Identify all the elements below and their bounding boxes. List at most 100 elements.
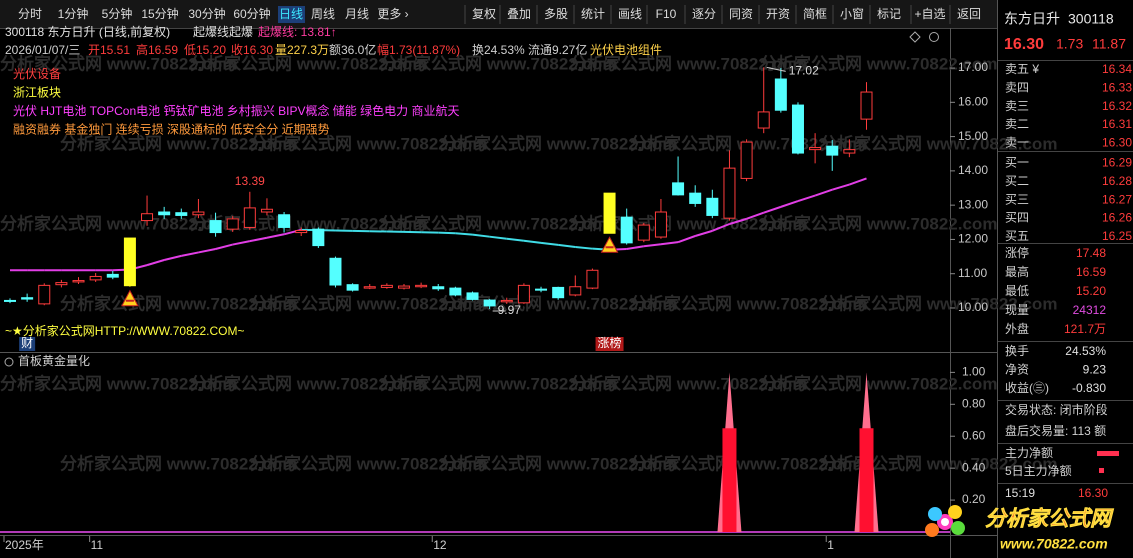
candle-body xyxy=(295,230,308,234)
candle-body xyxy=(209,220,222,234)
flow-label: 5日主力净额 xyxy=(1005,464,1072,478)
candle-body xyxy=(175,212,188,216)
watermark: 分析家公式网 www.70822.com xyxy=(820,453,1057,473)
candle-body xyxy=(500,299,513,303)
y-tick-label: 1.00 xyxy=(962,365,986,379)
stat-label: 外盘 xyxy=(1005,321,1029,336)
toolbar-button[interactable]: +自选 xyxy=(914,7,945,21)
toolbar-tab[interactable]: 周线 xyxy=(311,7,335,21)
footer-link: ~★分析家公式网HTTP://WWW.70822.COM~ xyxy=(5,323,244,338)
toolbar-button[interactable]: 标记 xyxy=(877,7,901,21)
toolbar-button[interactable]: 画线 xyxy=(618,7,642,21)
quote-text: 量227.3万 xyxy=(275,43,329,57)
watermark: 分析家公式网 www.70822.com xyxy=(630,293,867,313)
change: 1.73 xyxy=(1056,36,1083,52)
time: 15:19 xyxy=(1005,486,1035,500)
last-price: 16.30 xyxy=(1004,36,1044,53)
candle-body xyxy=(346,284,359,291)
toolbar-tab[interactable]: 15分钟 xyxy=(141,6,178,21)
ratio-value: 9.23 xyxy=(1083,363,1107,377)
toolbar-tab[interactable]: 更多 › xyxy=(377,7,408,21)
candle-body xyxy=(123,237,136,287)
book-label: 卖三 xyxy=(1005,99,1029,113)
header-text: 300118 东方日升 (日线,前复权) xyxy=(5,24,170,39)
candle-body xyxy=(843,149,856,154)
toolbar-tab[interactable]: 月线 xyxy=(345,7,369,21)
candle-body xyxy=(21,297,34,300)
toolbar-button[interactable]: 叠加 xyxy=(507,7,531,21)
toolbar-bg xyxy=(0,0,997,28)
signal-badge-bg xyxy=(595,337,624,351)
watermark: 分析家公式网 www.70822.com xyxy=(0,53,237,73)
ratio-label: 换手 xyxy=(1005,344,1029,358)
toolbar-tab[interactable]: 30分钟 xyxy=(188,6,225,21)
signal-icon xyxy=(121,289,139,307)
ma-segment xyxy=(643,243,662,248)
ma-segment xyxy=(626,245,644,251)
ma-segment xyxy=(763,205,782,214)
candle-body xyxy=(860,91,873,120)
stock-code: 300118 xyxy=(1068,11,1114,27)
logo-url: www.70822.com xyxy=(1000,536,1108,552)
candle-body xyxy=(260,208,273,213)
toolbar-tab[interactable]: 分时 xyxy=(18,7,42,21)
toolbar-tab[interactable]: 60分钟 xyxy=(233,6,270,21)
stat-value: 15.20 xyxy=(1076,284,1106,298)
y-tick-label: 16.00 xyxy=(958,94,988,108)
toolbar-button[interactable]: 逐分 xyxy=(692,7,716,21)
candle-body xyxy=(706,197,719,216)
book-label: 卖一 xyxy=(1005,135,1029,149)
y-tick-label: 0.40 xyxy=(962,460,986,474)
candle-body xyxy=(466,292,479,300)
signal-badge-bg xyxy=(19,337,36,351)
ratio-value: -0.830 xyxy=(1072,381,1106,395)
logo-name: 分析家公式网 xyxy=(985,507,1114,531)
watermark: 分析家公式网 www.70822.com xyxy=(440,133,677,153)
toolbar-tab[interactable]: 日线 xyxy=(279,7,303,21)
pane-title: 首板黄金量化 xyxy=(18,353,90,368)
watermark: 分析家公式网 www.70822.com xyxy=(250,133,487,153)
toolbar-tab[interactable]: 5分钟 xyxy=(102,6,133,21)
toolbar-button[interactable]: 返回 xyxy=(957,7,981,21)
toolbar-button[interactable]: 复权 xyxy=(472,7,496,21)
candle-body xyxy=(89,275,102,281)
signal-bar xyxy=(859,428,874,532)
book-label: 买五 xyxy=(1005,229,1029,243)
toolbar-button[interactable]: 统计 xyxy=(581,7,605,21)
candle-body xyxy=(740,141,753,179)
toolbar-tab[interactable]: 1分钟 xyxy=(58,6,89,21)
y-tick-label: 17.00 xyxy=(958,60,988,74)
ma-segment xyxy=(181,251,199,257)
ma-segment xyxy=(849,177,867,186)
stat-label: 现量 xyxy=(1005,303,1029,317)
candle-body xyxy=(552,286,565,299)
quote-text: 收16.30 xyxy=(231,43,273,57)
toolbar-button[interactable]: 同资 xyxy=(729,7,753,21)
toolbar-button[interactable]: 多股 xyxy=(544,7,568,21)
candle-body xyxy=(483,299,496,307)
stat-value: 17.48 xyxy=(1076,246,1106,260)
concept-tag: 融资融券 基金独门 连续亏损 深股通标的 低安全分 近期强势 xyxy=(13,122,330,137)
stat-label: 涨停 xyxy=(1005,245,1029,260)
quote-text: 光伏电池组件 xyxy=(590,43,662,57)
candle-body xyxy=(363,286,376,289)
toolbar-button[interactable]: 开资 xyxy=(766,7,790,21)
concept-tag: 光伏 HJT电池 TOPCon电池 钙钛矿电池 乡村振兴 BIPV概念 储能 绿… xyxy=(13,103,459,118)
ma-segment xyxy=(780,200,799,208)
watermark: 分析家公式网 www.70822.com xyxy=(820,293,1057,313)
book-price: 16.25 xyxy=(1102,229,1132,243)
toolbar-button[interactable]: 简框 xyxy=(803,7,827,21)
candle-body xyxy=(723,167,736,219)
y-tick-label: 10.00 xyxy=(958,300,988,314)
toolbar-button[interactable]: 小窗 xyxy=(840,7,864,21)
ma-segment xyxy=(472,233,490,238)
price-arrow xyxy=(766,66,786,72)
toolbar-button[interactable]: F10 xyxy=(656,7,677,21)
change-pct: 11.87 xyxy=(1092,36,1126,52)
signal-badge: 涨榜 xyxy=(598,335,622,350)
candle-body xyxy=(449,287,462,296)
book-label: 买二 xyxy=(1005,174,1029,188)
stat-value: 24312 xyxy=(1073,303,1107,317)
quote-text: 高16.59 xyxy=(136,42,178,57)
